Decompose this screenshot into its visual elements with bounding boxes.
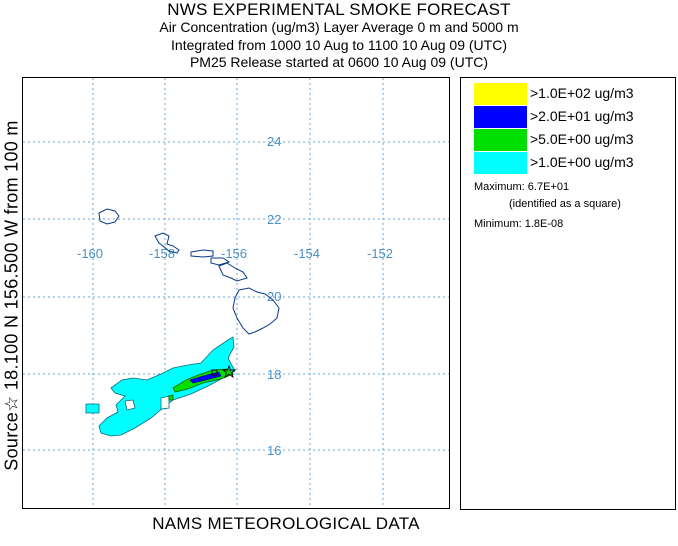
legend-maximum-note: (identified as a square) [509,198,621,210]
subtitle-integration: Integrated from 1000 10 Aug to 1100 10 A… [171,37,507,53]
plume-holes [124,395,170,411]
lat-label-22: 22 [267,212,281,227]
island-hawaii [232,287,280,335]
island-niihau [98,208,120,225]
legend-swatch-blue [474,106,527,128]
lat-label-24: 24 [267,134,281,149]
meteorological-data-label: NAMS METEOROLOGICAL DATA [152,514,420,533]
island-maui [218,262,248,282]
legend-panel: >1.0E+02 ug/m3 >2.0E+01 ug/m3 >5.0E+00 u… [460,77,676,510]
smoke-map: 24 22 20 18 16 -160 -158 -156 -154 -152 [23,78,449,508]
legend-label: >1.0E+02 ug/m3 [530,85,634,101]
source-location-label: Source☆ 18.100 N 156.500 W from 100 m [1,120,22,471]
lat-label-16: 16 [267,443,281,458]
legend-maximum: Maximum: 6.7E+01 [474,181,570,193]
legend-label: >1.0E+00 ug/m3 [530,154,634,170]
subtitle-concentration: Air Concentration (ug/m3) Layer Average … [159,19,519,35]
maximum-square [211,369,218,376]
lat-label-18: 18 [267,367,281,382]
source-star-icon [221,364,237,379]
legend-swatch-cyan [474,152,527,174]
legend-label: >5.0E+00 ug/m3 [530,131,634,147]
graticule [23,78,449,508]
page-title: NWS EXPERIMENTAL SMOKE FORECAST [167,0,511,19]
island-kauai [154,232,180,254]
lon-label-152: -152 [367,246,393,261]
lat-label-20: 20 [267,289,281,304]
legend-minimum: Minimum: 1.8E-08 [474,218,564,230]
lon-label-154: -154 [294,246,320,261]
lon-label-160: -160 [77,246,103,261]
source-marker [211,364,237,379]
map-panel: 24 22 20 18 16 -160 -158 -156 -154 -152 [22,77,450,509]
island-oahu [190,249,214,258]
lon-label-158: -158 [149,246,175,261]
legend-swatch-yellow [474,83,527,105]
coastlines [98,208,280,335]
plume-cyan [85,336,236,437]
subtitle-release: PM25 Release started at 0600 10 Aug 09 (… [189,54,489,70]
island-molokai [210,257,231,266]
legend-label: >2.0E+01 ug/m3 [530,108,634,124]
lon-label-156: -156 [221,246,247,261]
legend-swatch-green [474,129,527,151]
